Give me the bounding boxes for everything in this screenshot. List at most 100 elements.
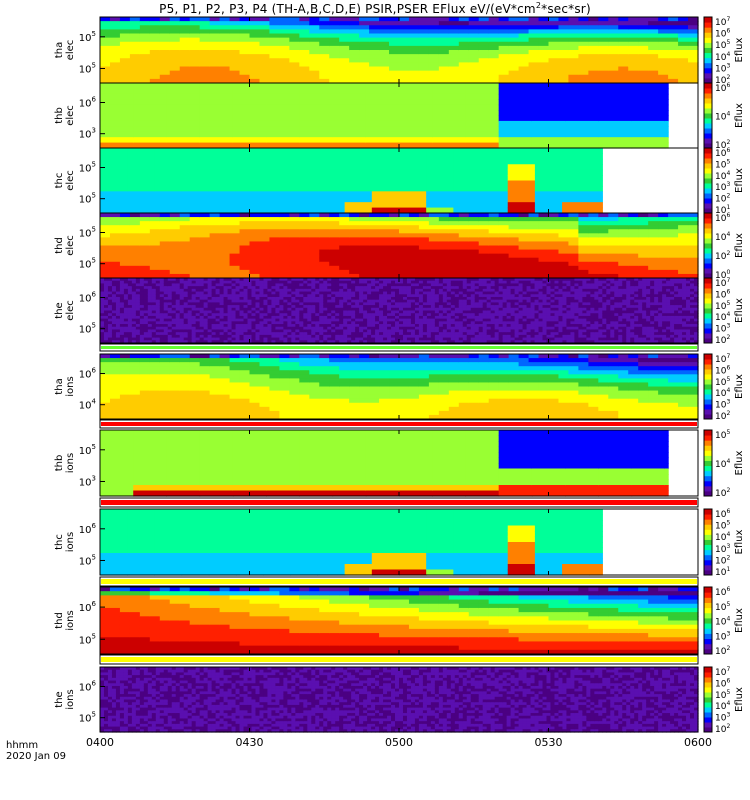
heat-cell bbox=[387, 294, 392, 298]
heat-cell bbox=[369, 25, 380, 30]
heat-cell bbox=[367, 288, 372, 293]
heat-cell bbox=[450, 305, 456, 309]
heat-cell bbox=[332, 99, 367, 106]
heat-cell bbox=[426, 326, 432, 331]
heat-cell bbox=[631, 126, 666, 133]
heat-cell bbox=[179, 326, 185, 331]
heat-cell bbox=[631, 93, 666, 100]
heat-cell bbox=[478, 241, 490, 247]
heat-cell bbox=[528, 45, 540, 51]
heat-cell bbox=[399, 25, 410, 30]
heat-cell bbox=[664, 104, 669, 111]
heat-cell bbox=[568, 37, 579, 43]
heat-cell bbox=[123, 299, 129, 303]
heat-cell bbox=[187, 324, 193, 328]
heat-cell bbox=[344, 191, 373, 198]
heat-cell bbox=[311, 286, 316, 290]
heat-cell bbox=[688, 257, 699, 263]
heat-cell bbox=[408, 70, 420, 76]
heat-cell bbox=[243, 315, 249, 320]
heat-cell bbox=[448, 66, 460, 72]
heat-cell bbox=[199, 324, 205, 328]
heat-cell bbox=[332, 83, 367, 90]
heat-cell bbox=[299, 45, 310, 51]
colorbar-tick-exponent: 1 bbox=[726, 204, 730, 211]
heat-cell bbox=[323, 337, 328, 341]
heat-cell bbox=[123, 296, 129, 301]
heat-cell bbox=[231, 313, 237, 317]
heat-cell bbox=[219, 17, 231, 22]
y-tick-exponent: 5 bbox=[92, 161, 96, 169]
heat-cell bbox=[331, 315, 336, 320]
heat-cell bbox=[518, 217, 530, 222]
heat-cell bbox=[371, 169, 400, 176]
heat-cell bbox=[299, 307, 304, 312]
heat-cell bbox=[219, 45, 231, 51]
heat-cell bbox=[428, 213, 440, 218]
heat-cell bbox=[387, 299, 392, 303]
heat-cell bbox=[255, 321, 261, 325]
heat-cell bbox=[648, 217, 659, 222]
heat-cell bbox=[418, 241, 430, 247]
heat-cell bbox=[389, 41, 400, 47]
heat-cell bbox=[103, 291, 109, 295]
heat-cell bbox=[548, 221, 560, 226]
heat-cell bbox=[133, 104, 168, 111]
heat-cell bbox=[267, 310, 273, 314]
heat-cell bbox=[343, 313, 348, 317]
heat-cell bbox=[211, 326, 217, 331]
heat-cell bbox=[562, 185, 590, 192]
heat-cell bbox=[434, 299, 440, 303]
heat-cell bbox=[448, 217, 460, 222]
heat-cell bbox=[195, 305, 201, 309]
heat-cell bbox=[109, 41, 121, 47]
heat-cell bbox=[558, 70, 570, 76]
heat-cell bbox=[442, 334, 448, 339]
heat-cell bbox=[518, 237, 530, 243]
heat-cell bbox=[227, 340, 233, 344]
heat-cell bbox=[339, 315, 344, 320]
heat-cell bbox=[189, 66, 201, 72]
heat-cell bbox=[422, 296, 428, 301]
heat-cell bbox=[187, 340, 193, 344]
heat-cell bbox=[438, 50, 450, 55]
heat-cell bbox=[239, 321, 245, 325]
heat-cell bbox=[534, 191, 563, 198]
heat-cell bbox=[648, 225, 659, 230]
heat-cell bbox=[434, 278, 440, 282]
heat-cell bbox=[283, 307, 288, 312]
colorbar-segment bbox=[704, 198, 712, 204]
heat-cell bbox=[478, 245, 490, 251]
heat-cell bbox=[199, 249, 211, 255]
heat-cell bbox=[327, 294, 332, 298]
heat-cell bbox=[169, 225, 181, 230]
heat-cell bbox=[648, 70, 659, 76]
heat-cell bbox=[598, 265, 609, 271]
heat-cell bbox=[588, 269, 599, 275]
heat-cell bbox=[648, 25, 659, 30]
heat-cell bbox=[588, 17, 599, 22]
heat-cell bbox=[291, 302, 296, 306]
colorbar-segment bbox=[704, 27, 712, 33]
heat-cell bbox=[578, 58, 589, 63]
heat-cell bbox=[299, 110, 334, 117]
heat-cell bbox=[446, 286, 452, 290]
heat-cell bbox=[295, 288, 300, 293]
heat-cell bbox=[279, 313, 284, 317]
heat-cell bbox=[367, 283, 372, 287]
heat-cell bbox=[239, 74, 251, 80]
heat-cell bbox=[191, 329, 197, 333]
heat-cell bbox=[219, 245, 231, 251]
heat-cell bbox=[179, 307, 185, 312]
heat-cell bbox=[267, 337, 273, 341]
heat-cell bbox=[215, 280, 221, 285]
heat-cell bbox=[365, 88, 400, 95]
heat-cell bbox=[299, 17, 310, 22]
heat-cell bbox=[266, 142, 300, 149]
heat-cell bbox=[478, 50, 490, 55]
heat-cell bbox=[319, 273, 330, 279]
heat-cell bbox=[199, 326, 205, 331]
heat-cell bbox=[383, 315, 388, 320]
heat-cell bbox=[100, 185, 128, 192]
heat-cell bbox=[329, 45, 340, 51]
